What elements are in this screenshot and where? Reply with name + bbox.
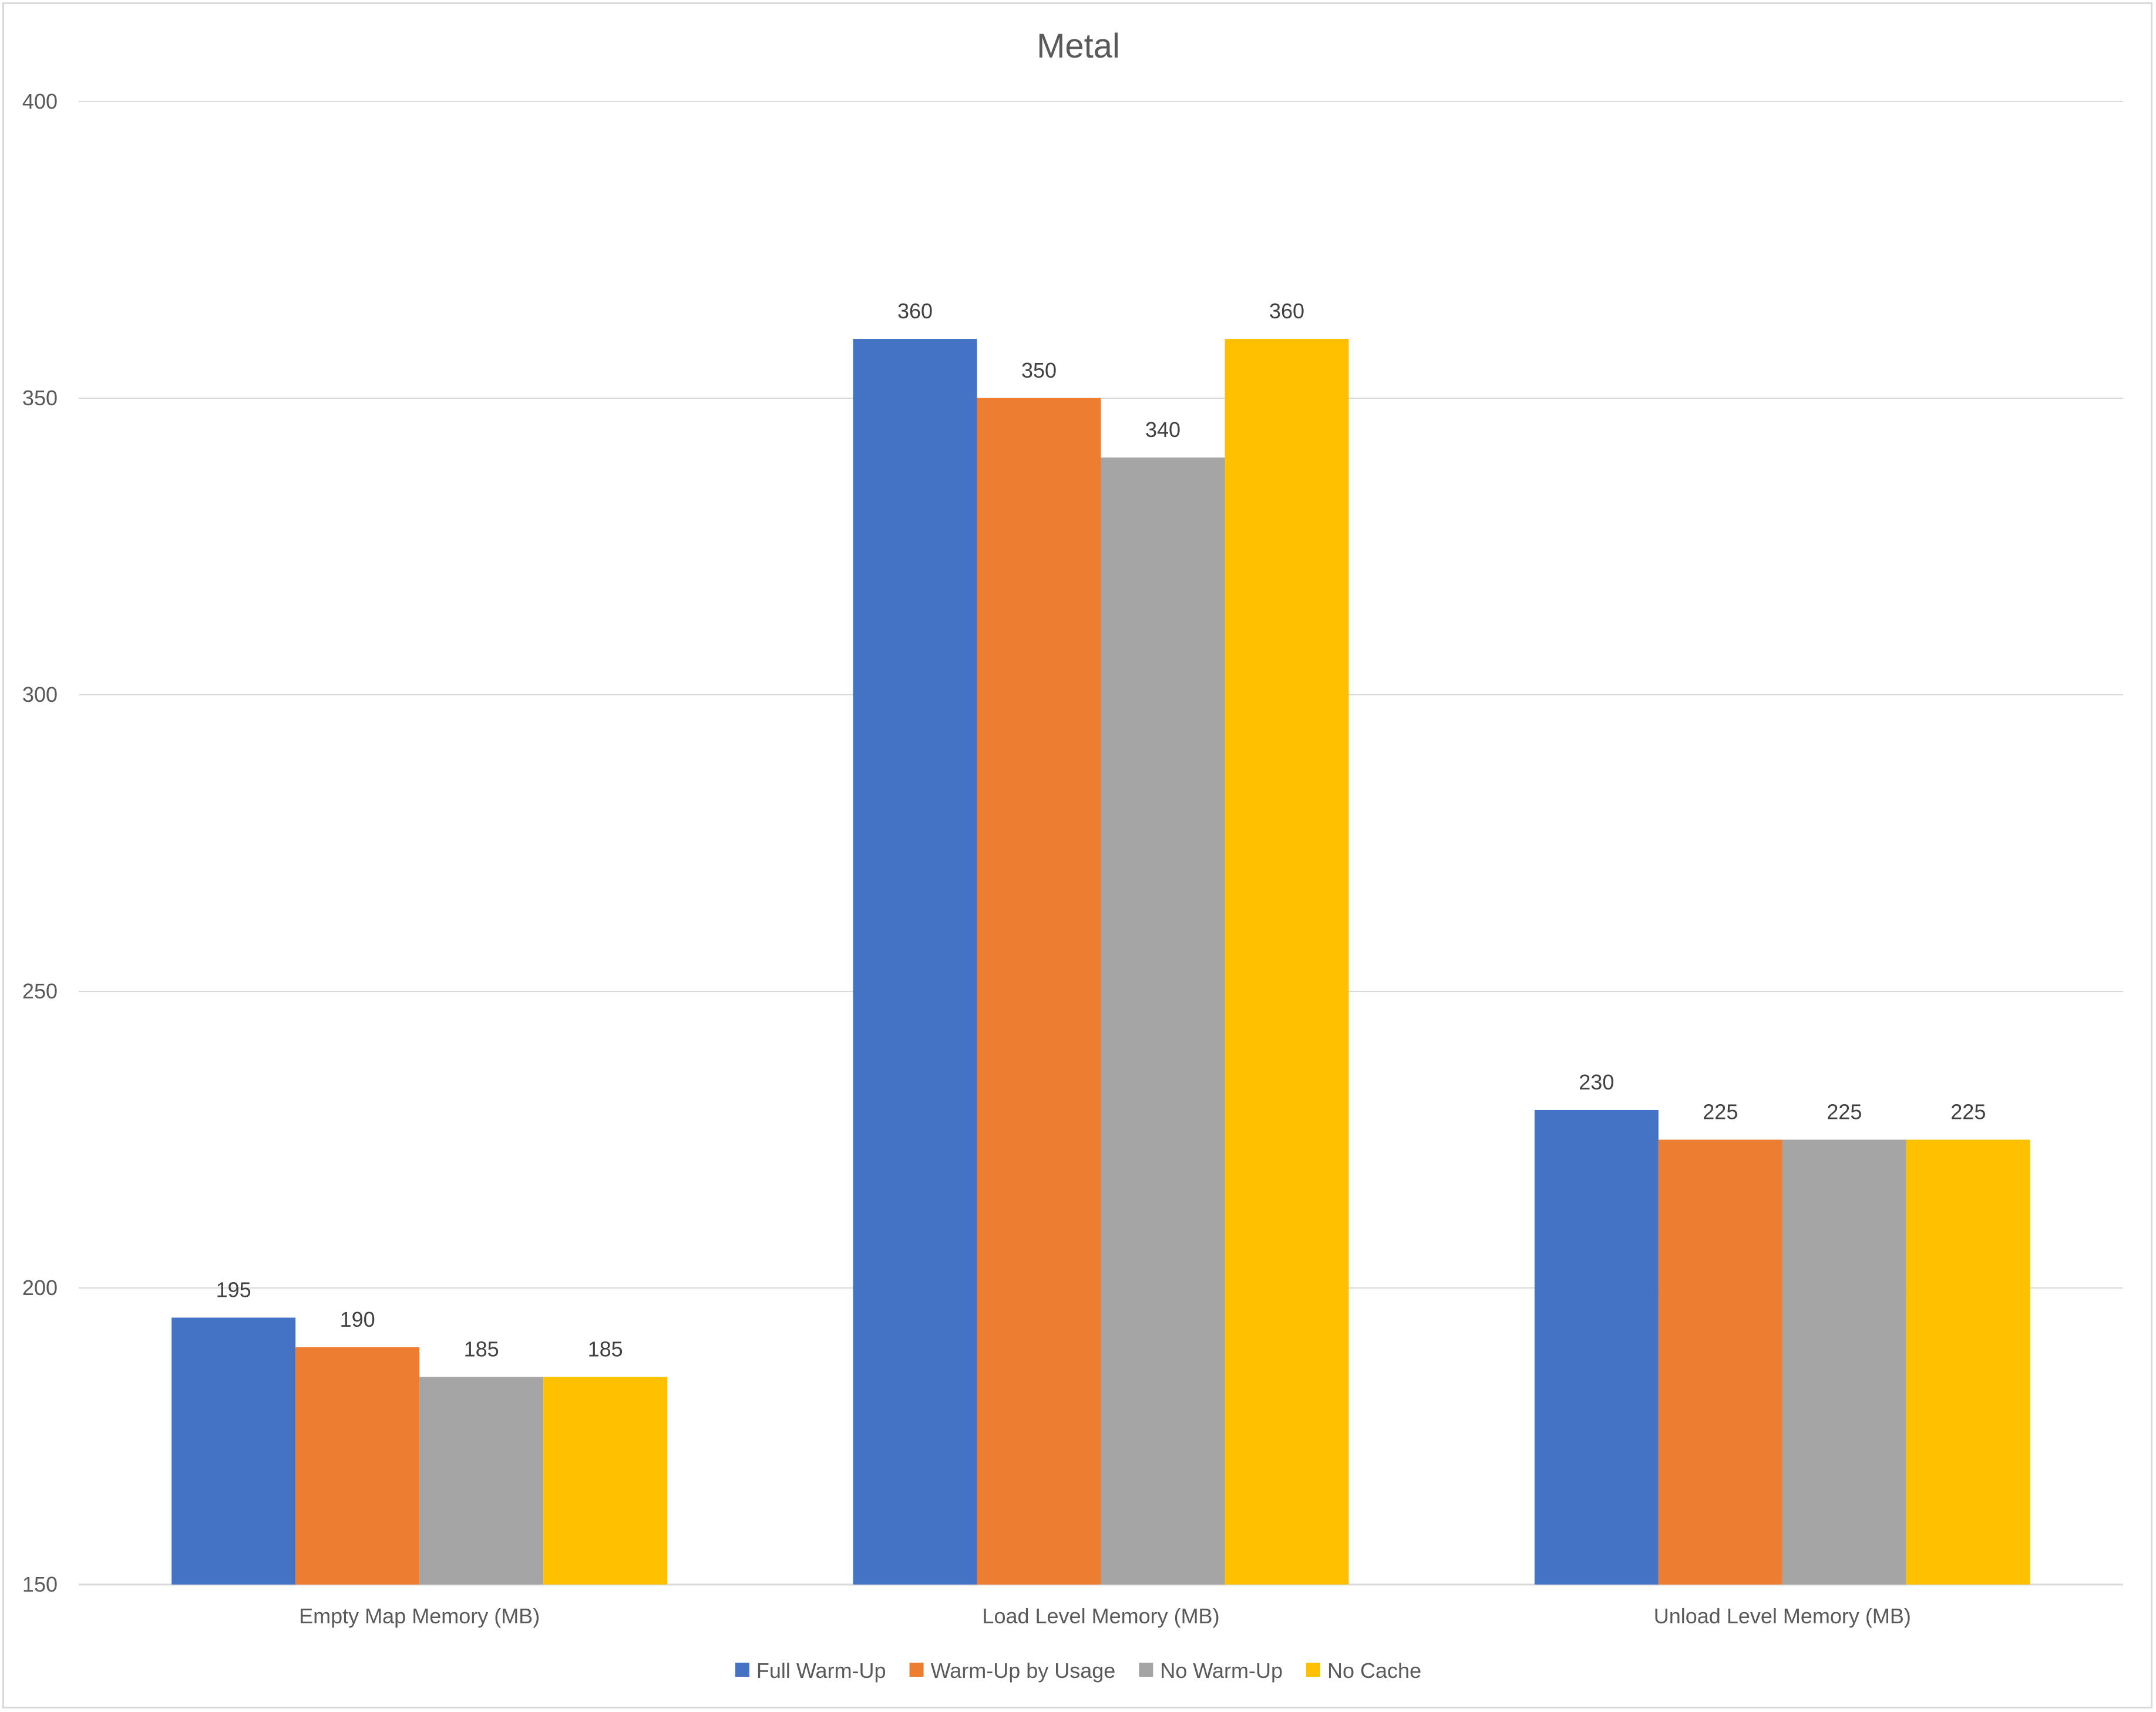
- data-label: 185: [588, 1337, 623, 1361]
- legend-swatch: [735, 1663, 749, 1677]
- category-label: Load Level Memory (MB): [982, 1604, 1219, 1628]
- legend-swatch: [909, 1663, 924, 1677]
- data-label: 225: [1827, 1100, 1862, 1124]
- data-label: 350: [1021, 358, 1057, 382]
- data-labels: 195 190 185 185 360 350 340 360 230 225 225 225: [216, 299, 1986, 1361]
- y-tick-label: 250: [22, 979, 58, 1003]
- y-tick-label: 350: [22, 386, 58, 410]
- data-label: 230: [1579, 1070, 1614, 1094]
- y-tick-label: 150: [22, 1572, 58, 1596]
- legend-swatch: [1139, 1663, 1153, 1677]
- legend-label: Full Warm-Up: [756, 1659, 886, 1683]
- chart-title: Metal: [1037, 27, 1120, 65]
- bar: [419, 1377, 544, 1585]
- y-tick-label: 200: [22, 1276, 58, 1300]
- data-label: 190: [340, 1307, 375, 1331]
- legend-swatch: [1306, 1663, 1320, 1677]
- data-label: 360: [1269, 299, 1304, 323]
- bar: [295, 1347, 420, 1585]
- bar: [543, 1377, 668, 1585]
- bar: [1782, 1139, 1906, 1585]
- data-label: 360: [897, 299, 933, 323]
- legend-item: Full Warm-Up: [735, 1659, 886, 1683]
- x-axis-categories: Empty Map Memory (MB) Load Level Memory (…: [299, 1604, 1911, 1628]
- bar: [853, 339, 977, 1585]
- bar: [1534, 1110, 1659, 1585]
- data-label: 225: [1703, 1100, 1738, 1124]
- y-tick-label: 400: [22, 89, 58, 113]
- legend-label: No Warm-Up: [1160, 1659, 1283, 1683]
- legend-label: No Cache: [1327, 1659, 1421, 1683]
- bar: [1906, 1139, 2030, 1585]
- category-label: Unload Level Memory (MB): [1654, 1604, 1911, 1628]
- bars: [171, 339, 2030, 1585]
- legend-item: No Cache: [1306, 1659, 1421, 1683]
- legend: Full Warm-Up Warm-Up by Usage No Warm-Up No…: [735, 1659, 1421, 1683]
- bar: [977, 398, 1101, 1585]
- y-tick-label: 300: [22, 682, 58, 707]
- bar: [171, 1317, 296, 1585]
- category-label: Empty Map Memory (MB): [299, 1604, 540, 1628]
- data-label: 195: [216, 1278, 251, 1302]
- bar: [1225, 339, 1349, 1585]
- legend-label: Warm-Up by Usage: [931, 1659, 1116, 1683]
- bar: [1101, 458, 1225, 1585]
- bar: [1658, 1139, 1782, 1585]
- legend-item: No Warm-Up: [1139, 1659, 1283, 1683]
- data-label: 225: [1950, 1100, 1986, 1124]
- legend-item: Warm-Up by Usage: [909, 1659, 1116, 1683]
- data-label: 340: [1145, 418, 1180, 442]
- y-axis-ticks: 150 200 250 300 350 400: [22, 89, 58, 1596]
- data-label: 185: [464, 1337, 499, 1361]
